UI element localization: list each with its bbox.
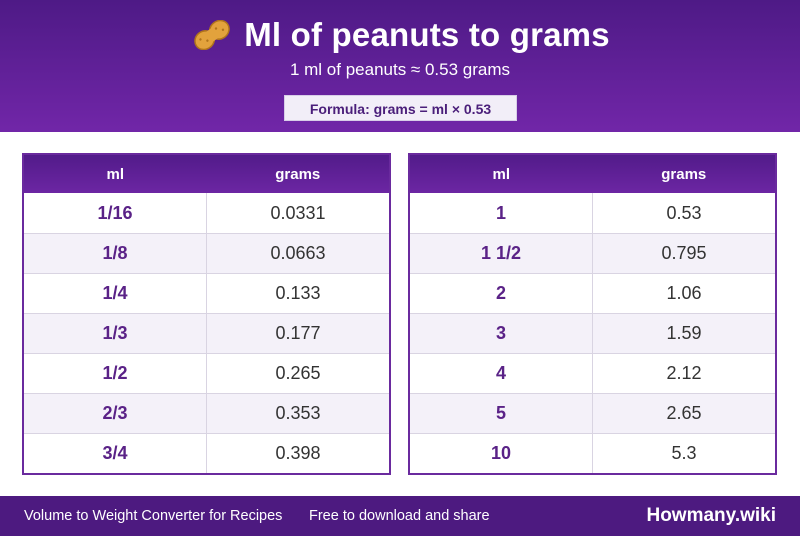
table-row: 2/3 0.353	[24, 393, 389, 433]
table-row: 3 1.59	[410, 313, 775, 353]
grams-cell: 5.3	[671, 443, 697, 463]
table-row: 1 0.53	[410, 193, 775, 233]
table-row: 1/4 0.133	[24, 273, 389, 313]
ml-cell: 1/16	[24, 193, 207, 233]
table-header: ml grams	[24, 155, 389, 193]
grams-cell: 2.12	[666, 363, 702, 383]
table-row: 3/4 0.398	[24, 433, 389, 473]
grams-cell: 2.65	[666, 403, 702, 423]
title-row: Ml of peanuts to grams	[0, 14, 800, 56]
table-row: 1/16 0.0331	[24, 193, 389, 233]
ml-cell: 1	[410, 193, 593, 233]
footer-tagline: Volume to Weight Converter for Recipes	[24, 508, 283, 524]
page-subtitle: 1 ml of peanuts ≈ 0.53 grams	[289, 60, 511, 79]
grams-cell: 0.398	[275, 443, 321, 463]
table-row: 10 5.3	[410, 433, 775, 473]
table-row: 4 2.12	[410, 353, 775, 393]
column-header-ml: ml	[106, 165, 124, 183]
footer-note: Free to download and share	[309, 508, 490, 524]
table-row: 1/2 0.265	[24, 353, 389, 393]
table-header: ml grams	[410, 155, 775, 193]
grams-cell: 1.06	[666, 283, 702, 303]
grams-cell: 0.353	[275, 403, 321, 423]
ml-cell: 1/4	[24, 274, 207, 313]
ml-cell: 10	[410, 434, 593, 473]
conversion-table-right: ml grams 1 0.53 1 1/2 0.795 2 1.06 3 1.5…	[408, 153, 777, 475]
grams-cell: 0.795	[661, 243, 707, 263]
formula-badge: Formula: grams = ml × 0.53	[284, 95, 517, 121]
ml-cell: 3/4	[24, 434, 207, 473]
grams-cell: 0.177	[275, 323, 321, 343]
ml-cell: 2	[410, 274, 593, 313]
column-header-grams: grams	[661, 165, 707, 183]
peanut-icon	[194, 20, 230, 50]
grams-cell: 1.59	[666, 323, 702, 343]
ml-cell: 1/2	[24, 354, 207, 393]
conversion-table-left: ml grams 1/16 0.0331 1/8 0.0663 1/4 0.13…	[22, 153, 391, 475]
ml-cell: 1/8	[24, 234, 207, 273]
column-header-ml: ml	[492, 165, 510, 183]
page-title: Ml of peanuts to grams	[244, 16, 610, 53]
grams-cell: 0.53	[666, 202, 702, 223]
header-banner: Ml of peanuts to grams 1 ml of peanuts ≈…	[0, 0, 800, 132]
grams-cell: 0.133	[275, 283, 321, 303]
table-row: 1 1/2 0.795	[410, 233, 775, 273]
table-row: 2 1.06	[410, 273, 775, 313]
grams-cell: 0.265	[275, 363, 321, 383]
column-header-grams: grams	[275, 165, 321, 183]
ml-cell: 5	[410, 394, 593, 433]
ml-cell: 3	[410, 314, 593, 353]
brand-link[interactable]: Howmany.wiki	[646, 505, 776, 526]
footer-bar: Volume to Weight Converter for Recipes F…	[0, 496, 800, 536]
ml-cell: 1/3	[24, 314, 207, 353]
table-row: 1/3 0.177	[24, 313, 389, 353]
ml-cell: 2/3	[24, 394, 207, 433]
table-row: 5 2.65	[410, 393, 775, 433]
grams-cell: 0.0331	[270, 202, 326, 223]
ml-cell: 4	[410, 354, 593, 393]
grams-cell: 0.0663	[270, 243, 326, 263]
ml-cell: 1 1/2	[410, 234, 593, 273]
table-row: 1/8 0.0663	[24, 233, 389, 273]
